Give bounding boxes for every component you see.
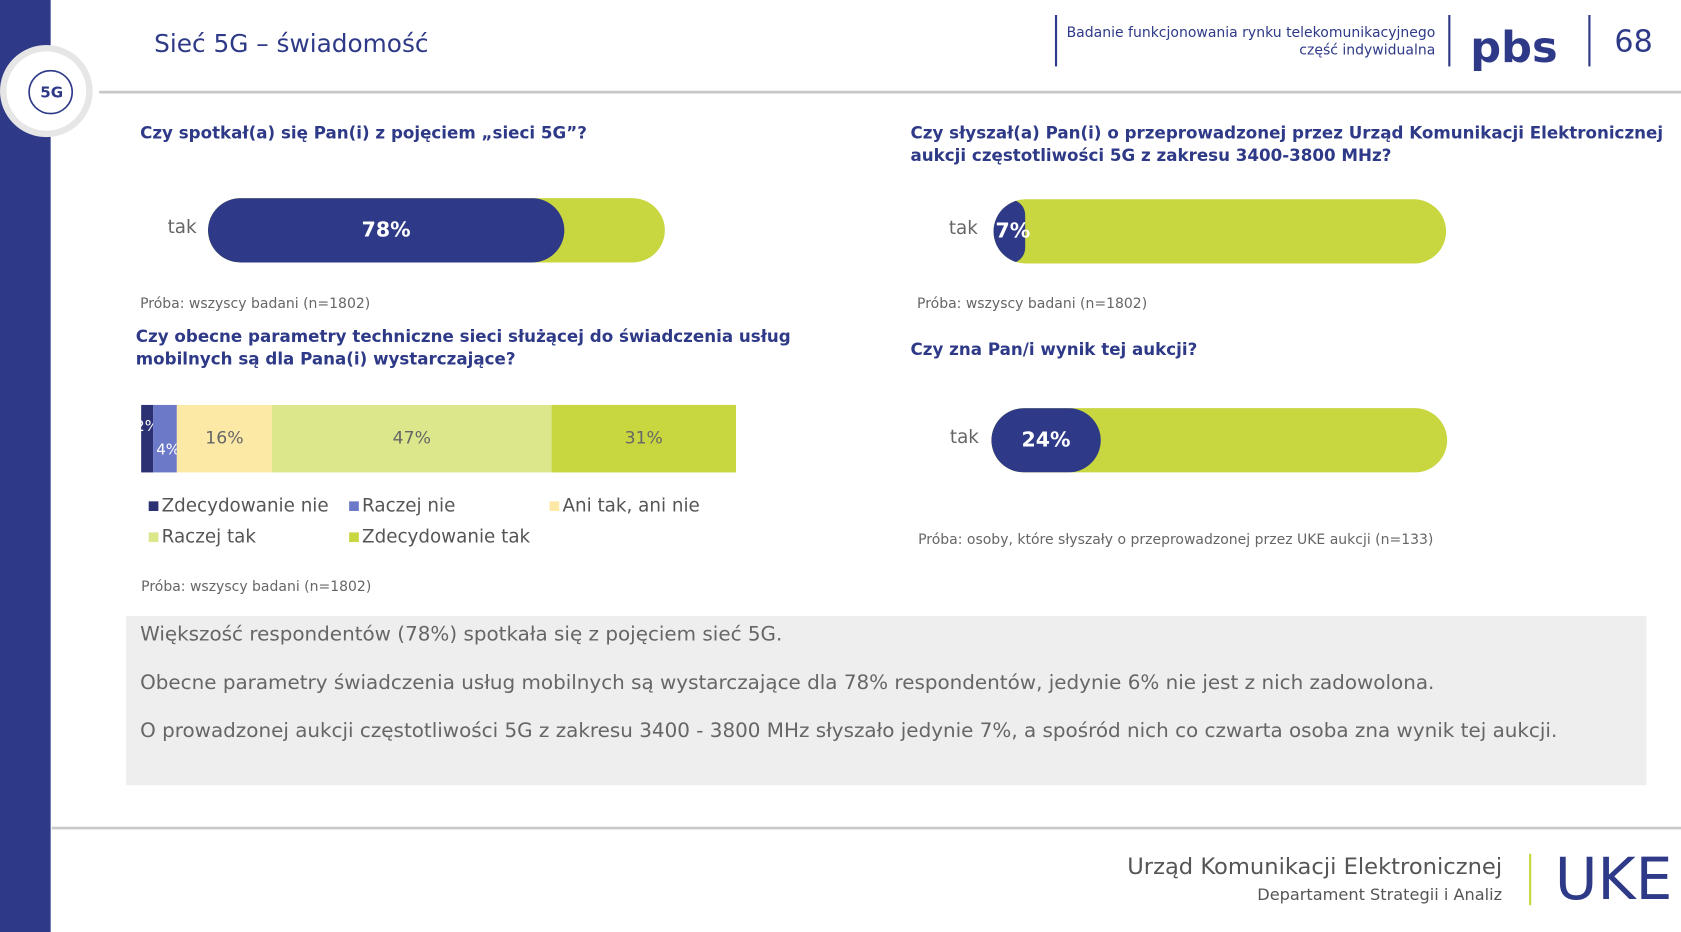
uke-logo: UKE: [1555, 845, 1672, 913]
study-title: Badanie funkcjonowania rynku telekomunik…: [1067, 25, 1436, 41]
bar: [207, 198, 565, 263]
category-label: tak: [168, 217, 197, 238]
chart-title: Czy obecne parametry techniczne sieci sł…: [136, 327, 791, 346]
bar: [991, 408, 1101, 473]
legend-swatch: [549, 501, 560, 511]
value-label: 78%: [362, 217, 411, 241]
icon-ring: [28, 69, 74, 115]
page-number: 68: [1614, 24, 1652, 59]
bar-segment: [551, 404, 736, 473]
sample-note: Próba: wszyscy badani (n=1802): [917, 296, 1147, 312]
legend-label: Ani tak, ani nie: [562, 496, 699, 517]
bar-segment: [176, 404, 273, 473]
icon-circle: [0, 44, 93, 138]
legend-swatch: [349, 532, 359, 543]
legend-label: Raczej nie: [362, 496, 455, 517]
side-strip: [0, 0, 51, 932]
category-label: tak: [949, 218, 978, 239]
legend-swatch: [148, 501, 159, 511]
bar-segment: [141, 404, 154, 473]
legend-swatch: [349, 501, 359, 511]
slide-title: Sieć 5G – świadomość: [154, 29, 428, 58]
legend-label: Zdecydowanie nie: [162, 496, 329, 517]
legend-label: Zdecydowanie tak: [362, 527, 531, 548]
sample-note: Próba: wszyscy badani (n=1802): [140, 296, 370, 312]
value-label: 31%: [625, 429, 663, 449]
footer-org: Urząd Komunikacji Elektronicznej: [1127, 854, 1502, 880]
bar-segment: [272, 404, 552, 473]
value-label: 16%: [205, 429, 243, 449]
legend-label: Raczej tak: [162, 527, 257, 548]
bar-segment: [153, 404, 177, 473]
category-label: tak: [950, 427, 979, 448]
chart-title: aukcji częstotliwości 5G z zakresu 3400-…: [911, 146, 1392, 165]
chart-title: mobilnych są dla Pana(i) wystarczające?: [136, 349, 516, 368]
summary-line: Obecne parametry świadczenia usług mobil…: [140, 671, 1434, 694]
value-label: 24%: [1022, 427, 1071, 451]
chart-title: Czy zna Pan/i wynik tej aukcji?: [911, 340, 1198, 359]
summary-line: Większość respondentów (78%) spotkała si…: [140, 623, 782, 646]
study-subtitle: część indywidualna: [1299, 42, 1435, 58]
sample-note: Próba: osoby, które słyszały o przeprowa…: [918, 532, 1433, 548]
value-label: 4%: [156, 440, 180, 458]
chart-title: Czy słyszał(a) Pan(i) o przeprowadzonej …: [911, 123, 1664, 142]
icon-label: 5G: [40, 84, 63, 102]
value-label: 47%: [393, 429, 431, 449]
bar: [993, 199, 1026, 264]
legend-swatch: [148, 532, 159, 543]
pbs-logo: pbs: [1470, 23, 1557, 73]
summary-box: [126, 615, 1647, 786]
sample-note: Próba: wszyscy badani (n=1802): [141, 579, 371, 595]
value-label: 7%: [996, 218, 1031, 242]
footer-dept: Departament Strategii i Analiz: [1257, 885, 1502, 904]
bar-track: [993, 199, 1447, 264]
bar-track: [991, 408, 1448, 473]
summary-line: O prowadzonej aukcji częstotliwości 5G z…: [140, 719, 1557, 742]
chart-title: Czy spotkał(a) się Pan(i) z pojęciem „si…: [140, 123, 587, 142]
